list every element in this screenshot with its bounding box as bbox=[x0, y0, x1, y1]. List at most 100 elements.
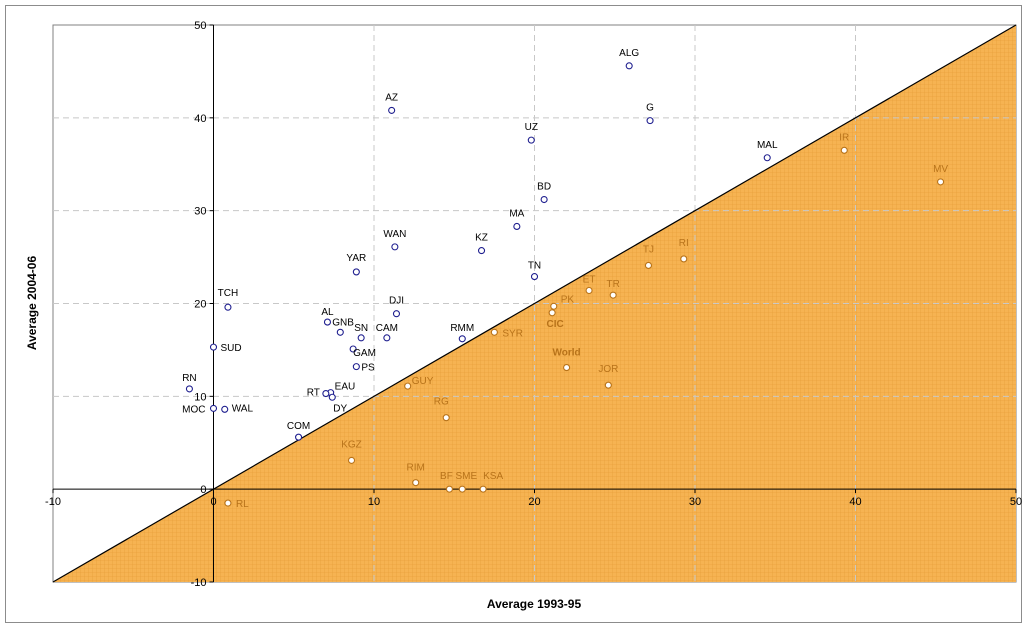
data-point bbox=[563, 364, 571, 372]
data-point bbox=[550, 302, 558, 310]
data-point bbox=[388, 106, 396, 114]
data-label: RG bbox=[434, 397, 449, 408]
data-point bbox=[323, 318, 332, 326]
data-point bbox=[609, 291, 617, 299]
data-label: SYR bbox=[502, 328, 523, 339]
data-label: UZ bbox=[525, 122, 538, 133]
y-axis-title: Average 2004-06 bbox=[25, 256, 39, 351]
y-tick-label: -10 bbox=[191, 577, 207, 589]
data-label: COM bbox=[287, 421, 310, 432]
data-point bbox=[336, 328, 344, 336]
data-point bbox=[527, 136, 535, 144]
data-label: DY bbox=[333, 403, 347, 414]
data-label: CAM bbox=[376, 323, 398, 334]
data-label: WAL bbox=[232, 403, 254, 414]
data-label: IR bbox=[839, 132, 849, 143]
data-point bbox=[477, 247, 486, 255]
data-label: GNB bbox=[332, 317, 354, 328]
data-point bbox=[585, 286, 593, 295]
data-label: KSA bbox=[483, 471, 503, 482]
data-point bbox=[513, 222, 521, 230]
data-label: DJI bbox=[389, 296, 404, 307]
chart-frame bbox=[5, 5, 1022, 623]
data-label: RN bbox=[182, 373, 196, 384]
data-point bbox=[352, 268, 360, 276]
data-label: RI bbox=[679, 238, 689, 249]
data-point bbox=[604, 381, 612, 389]
data-label: PK bbox=[561, 294, 575, 305]
data-point bbox=[530, 273, 539, 281]
data-point bbox=[221, 405, 229, 413]
data-label: BD bbox=[537, 182, 551, 193]
data-point bbox=[937, 178, 945, 186]
data-point bbox=[840, 146, 848, 154]
data-label: KZ bbox=[475, 233, 488, 244]
data-label: KGZ bbox=[341, 439, 362, 450]
y-tick-label: 40 bbox=[194, 113, 206, 125]
data-point bbox=[490, 328, 498, 336]
data-point bbox=[646, 117, 654, 125]
data-point bbox=[383, 334, 391, 342]
x-tick-label: 40 bbox=[849, 496, 861, 508]
x-tick-label: 20 bbox=[528, 496, 540, 508]
y-tick-label: 50 bbox=[194, 20, 206, 32]
data-point bbox=[224, 303, 232, 311]
data-label: RMM bbox=[450, 323, 474, 334]
data-label: SN bbox=[354, 323, 368, 334]
x-tick-label: -10 bbox=[45, 496, 61, 508]
data-point bbox=[295, 433, 303, 441]
data-point bbox=[392, 310, 401, 318]
data-point bbox=[479, 485, 487, 493]
data-point bbox=[322, 389, 330, 398]
x-tick-label: 10 bbox=[368, 496, 380, 508]
data-label: MAL bbox=[757, 140, 778, 151]
data-label: TR bbox=[606, 279, 619, 290]
data-label: MOC bbox=[182, 404, 205, 415]
x-tick-label: 0 bbox=[210, 496, 216, 508]
data-point bbox=[540, 195, 548, 204]
data-label: AL bbox=[321, 307, 334, 318]
data-label: RT bbox=[307, 388, 320, 399]
data-label: AZ bbox=[385, 92, 398, 103]
data-point bbox=[209, 343, 218, 351]
data-point bbox=[625, 62, 633, 70]
data-point bbox=[442, 414, 450, 422]
data-label: RIM bbox=[407, 463, 425, 474]
y-tick-label: 0 bbox=[200, 484, 206, 496]
data-label: YAR bbox=[346, 253, 366, 264]
x-tick-label: 50 bbox=[1010, 496, 1022, 508]
data-point bbox=[445, 485, 453, 493]
data-label: ET bbox=[583, 275, 596, 286]
data-label: TN bbox=[528, 261, 541, 272]
y-tick-label: 10 bbox=[194, 391, 206, 403]
data-label: RL bbox=[236, 499, 249, 510]
data-point bbox=[680, 255, 688, 263]
data-point bbox=[209, 404, 218, 412]
x-tick-label: 30 bbox=[689, 496, 701, 508]
data-point bbox=[185, 385, 193, 393]
data-label: ALG bbox=[619, 48, 639, 59]
data-label: MV bbox=[933, 164, 948, 175]
data-point bbox=[391, 243, 399, 251]
data-point bbox=[328, 393, 336, 401]
data-point bbox=[548, 309, 556, 317]
data-label: JOR bbox=[598, 364, 618, 375]
y-tick-label: 30 bbox=[194, 206, 206, 218]
data-label: WAN bbox=[383, 229, 406, 240]
y-tick-label: 20 bbox=[194, 299, 206, 311]
data-point bbox=[412, 479, 420, 487]
data-label: MA bbox=[509, 208, 524, 219]
data-point bbox=[644, 261, 653, 269]
data-point bbox=[763, 154, 771, 162]
data-label: BF bbox=[440, 471, 453, 482]
data-label: SME bbox=[455, 471, 477, 482]
data-label: SUD bbox=[221, 343, 242, 354]
data-label: GAM bbox=[353, 348, 376, 359]
data-point bbox=[352, 363, 360, 371]
data-label: TCH bbox=[218, 288, 239, 299]
data-point bbox=[458, 485, 466, 493]
data-point bbox=[349, 345, 357, 353]
data-point bbox=[224, 499, 232, 507]
data-label: CIC bbox=[547, 319, 564, 330]
